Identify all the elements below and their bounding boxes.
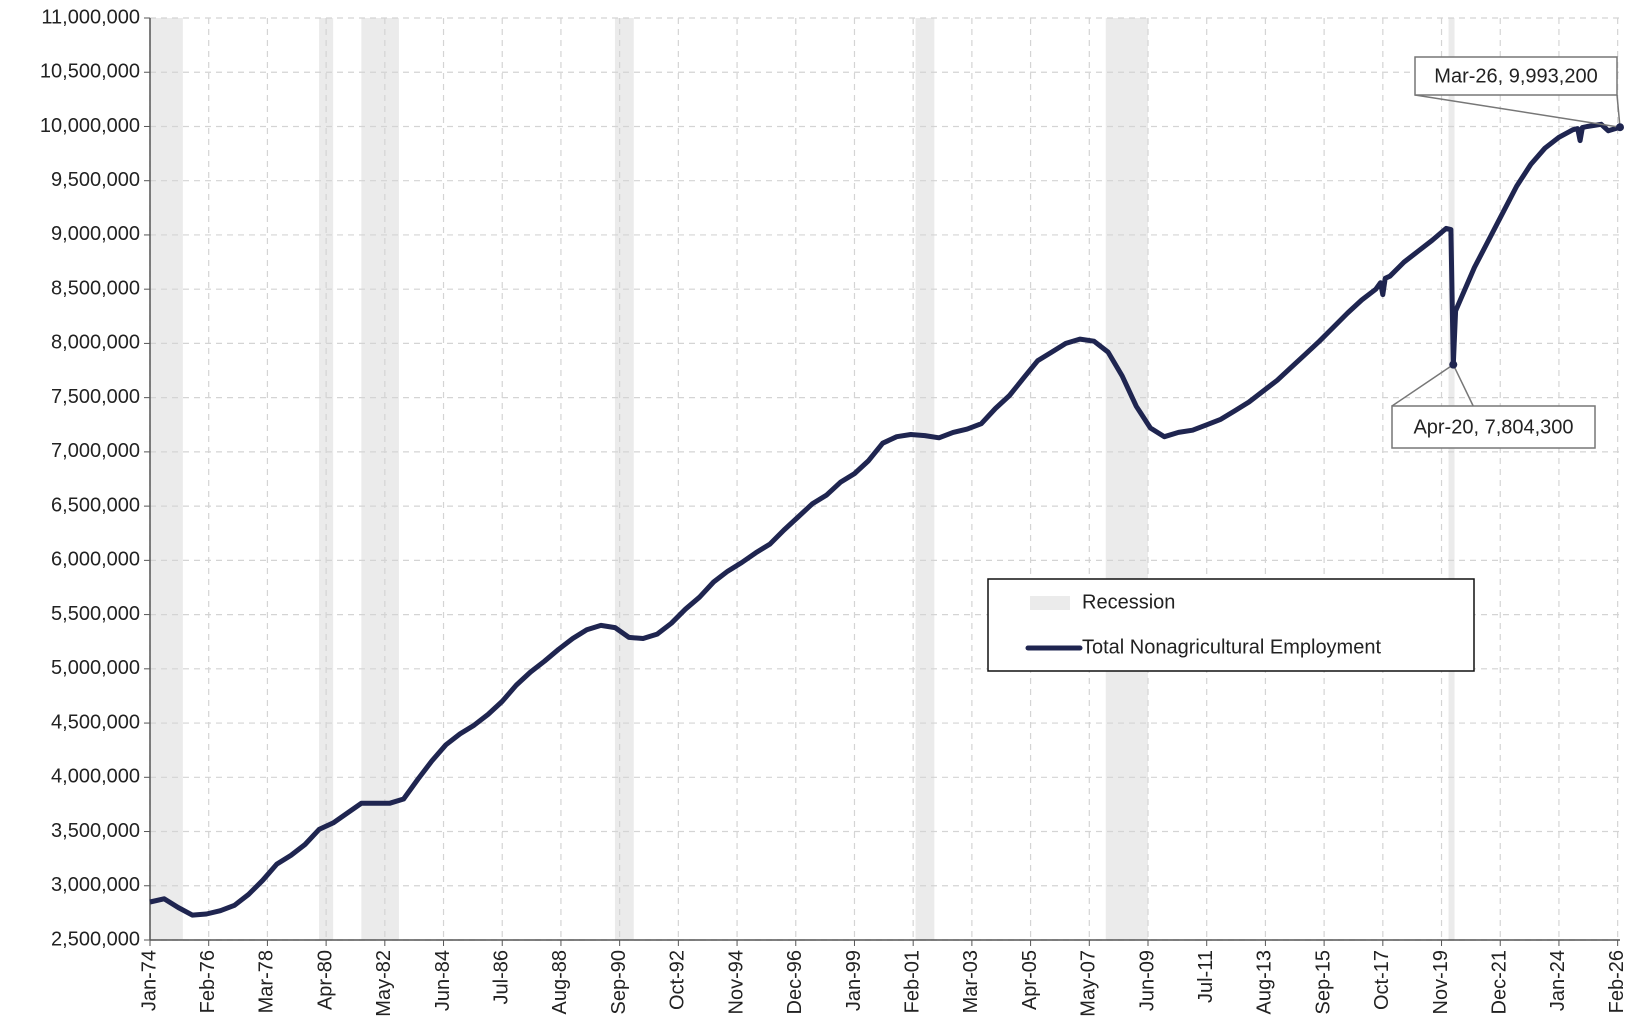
x-tick-label: Sep-15 [1312, 950, 1334, 1015]
x-tick-label: Dec-96 [784, 950, 806, 1014]
recession-band [319, 18, 334, 940]
x-tick-label: Sep-90 [608, 950, 630, 1015]
y-tick-label: 3,000,000 [51, 874, 140, 896]
y-tick-label: 5,500,000 [51, 603, 140, 625]
annotation-leader [1391, 364, 1454, 407]
legend-label: Total Nonagricultural Employment [1082, 636, 1381, 658]
recession-band [150, 18, 183, 940]
x-tick-label: Feb-76 [197, 950, 219, 1013]
x-tick-label: Jul-11 [1195, 950, 1217, 1003]
x-tick-label: Jun-84 [432, 950, 454, 1011]
annotation-label: Apr-20, 7,804,300 [1413, 416, 1573, 438]
y-tick-label: 6,000,000 [51, 549, 140, 571]
legend-swatch [1030, 596, 1070, 610]
recession-band [915, 18, 935, 940]
x-tick-label: Oct-92 [667, 950, 689, 1010]
y-tick-label: 9,500,000 [51, 169, 140, 191]
y-tick-label: 9,000,000 [51, 223, 140, 245]
x-tick-label: Jun-09 [1136, 950, 1158, 1011]
y-tick-label: 10,500,000 [40, 61, 140, 83]
x-tick-label: Jul-86 [491, 950, 513, 1004]
x-tick-label: May-82 [373, 950, 395, 1017]
x-tick-label: Apr-05 [1019, 950, 1041, 1010]
y-tick-label: 8,000,000 [51, 332, 140, 354]
x-tick-label: Jan-24 [1547, 950, 1569, 1011]
x-tick-label: Feb-26 [1606, 950, 1628, 1013]
y-tick-label: 4,000,000 [51, 766, 140, 788]
legend-box [987, 578, 1475, 672]
y-tick-label: 11,000,000 [41, 6, 140, 28]
annotation-leader [1414, 94, 1621, 128]
x-tick-label: Nov-19 [1430, 950, 1452, 1014]
y-tick-label: 3,500,000 [51, 820, 140, 842]
annotation-leader [1452, 364, 1474, 407]
y-tick-label: 7,000,000 [51, 440, 140, 462]
annotation-label: Mar-26, 9,993,200 [1434, 65, 1597, 87]
recession-band [1448, 18, 1455, 940]
y-tick-label: 8,500,000 [51, 277, 140, 299]
annotation-box [1414, 56, 1618, 96]
x-tick-label: Jan-99 [843, 950, 865, 1011]
x-tick-label: Mar-03 [960, 950, 982, 1013]
recession-band [614, 18, 634, 940]
x-tick-label: Apr-80 [314, 950, 336, 1010]
annotation-leader [1616, 94, 1621, 128]
recession-band [361, 18, 399, 940]
x-tick-label: Oct-17 [1371, 950, 1393, 1010]
x-tick-label: Jan-74 [138, 950, 160, 1011]
x-tick-label: Aug-88 [549, 950, 571, 1015]
x-tick-label: Nov-94 [725, 950, 747, 1014]
annotation-box [1391, 405, 1596, 449]
series-line [149, 121, 1621, 918]
annotation-point [1449, 360, 1458, 369]
x-tick-label: May-07 [1078, 950, 1100, 1017]
y-tick-label: 4,500,000 [51, 711, 140, 733]
y-tick-label: 5,000,000 [51, 657, 140, 679]
y-tick-label: 7,500,000 [51, 386, 140, 408]
x-tick-label: Feb-01 [901, 950, 923, 1013]
annotation-point [1616, 123, 1624, 132]
recession-band [1105, 18, 1149, 940]
x-tick-label: Mar-78 [256, 950, 278, 1013]
legend-label: Recession [1082, 591, 1175, 613]
y-tick-label: 2,500,000 [51, 928, 140, 950]
x-tick-label: Dec-21 [1489, 950, 1511, 1014]
y-tick-label: 10,000,000 [40, 115, 140, 137]
y-tick-label: 6,500,000 [51, 494, 140, 516]
x-tick-label: Aug-13 [1254, 950, 1276, 1015]
